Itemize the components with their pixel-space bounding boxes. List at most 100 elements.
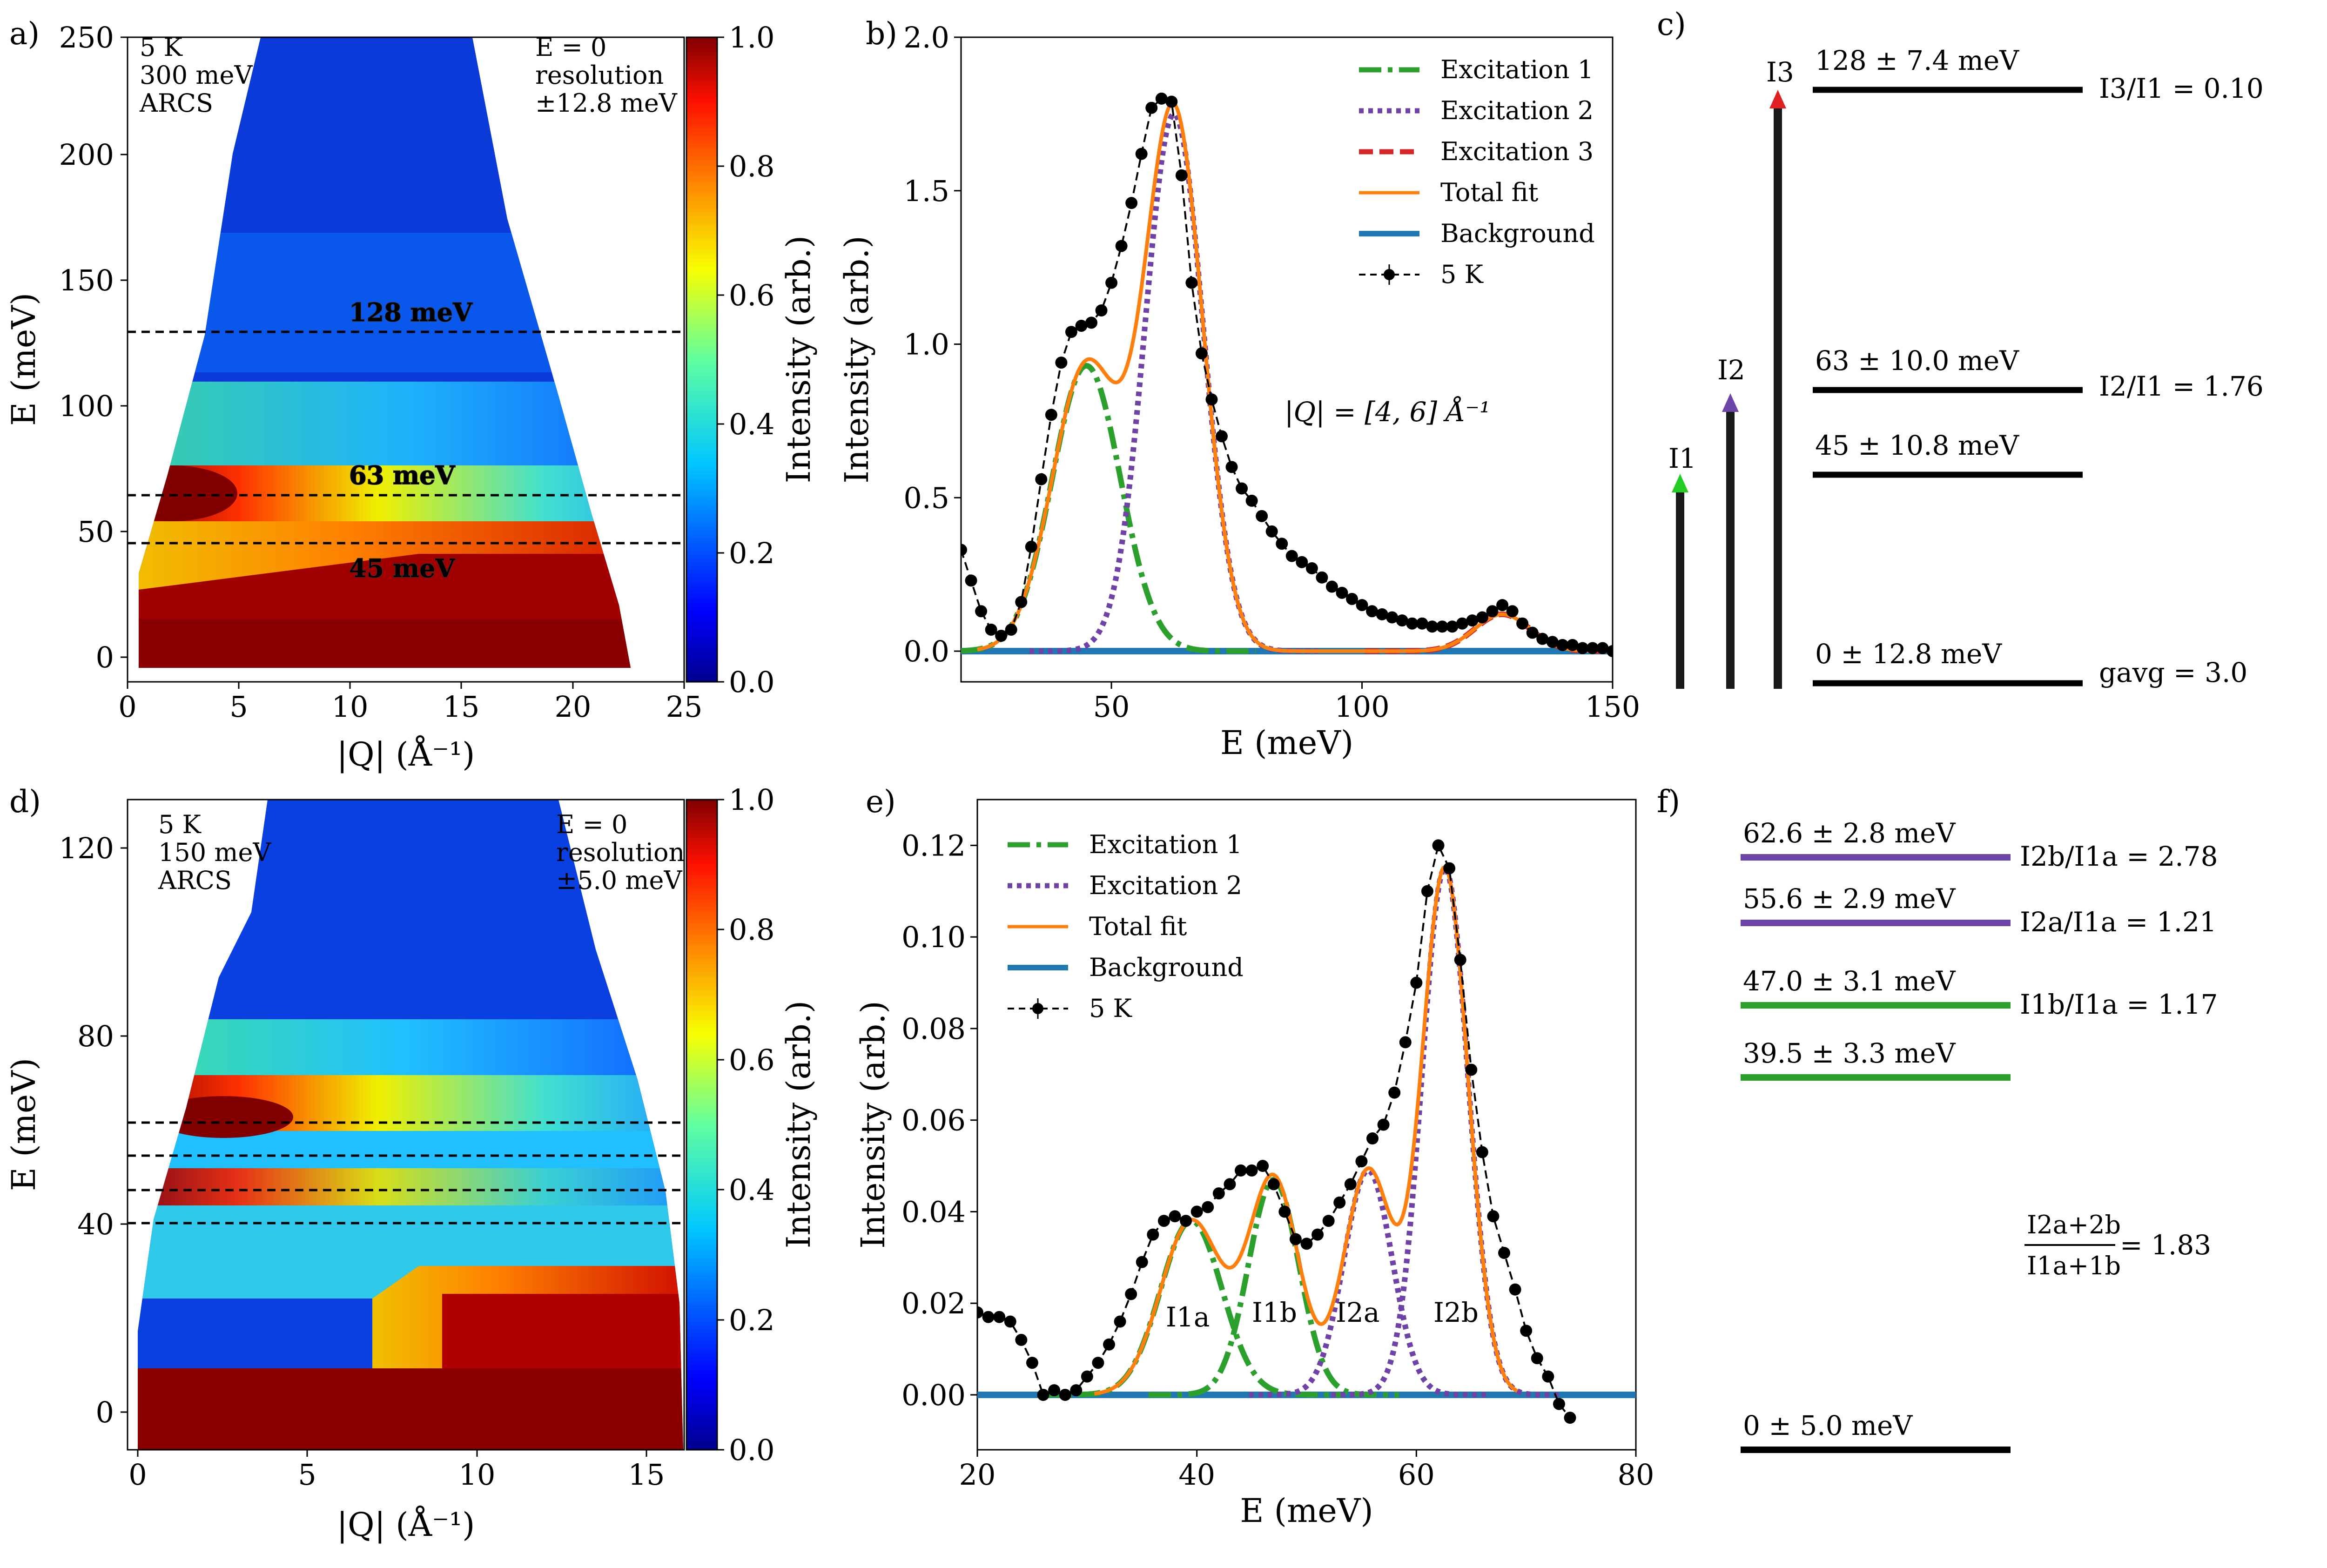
a-ytick: 0: [96, 640, 114, 674]
f-level-label-39.5: 39.5 ± 3.3 meV: [1743, 1037, 1956, 1069]
plot-b-data-point: [1496, 599, 1509, 612]
plot-e-data-point: [1355, 1155, 1368, 1168]
plot-b-data-point: [1607, 645, 1613, 658]
arrow-label-I3: I3: [1766, 56, 1794, 88]
plot-b-data-point: [1245, 494, 1258, 507]
plot-b-data-point: [1486, 605, 1499, 618]
d-cbar-tick: 0.4: [729, 1173, 775, 1207]
e-peak-label-I2b: I2b: [1433, 1297, 1479, 1328]
plot-e-excitation-1-curve: [1148, 1177, 1399, 1398]
d-xtick: 15: [628, 1458, 665, 1492]
plot-e-data-point: [1048, 1384, 1061, 1397]
panel-f-letter: f): [1657, 784, 1680, 820]
f-fraction-denominator: I1a+1b: [2027, 1251, 2121, 1280]
a-cbar-tick: 1.0: [729, 20, 775, 54]
d-cbar-tick: 0.2: [729, 1303, 775, 1337]
a-xtick: 20: [555, 690, 592, 724]
plot-e-data-point: [1498, 1246, 1510, 1259]
a-cbar-label: Intensity (arb.): [780, 236, 818, 484]
plot-e-data-point: [1037, 1388, 1049, 1401]
plot-e-data-point: [1136, 1256, 1148, 1268]
plot-b-data-point: [975, 605, 988, 618]
panel-e: e) I1a I1b I2a I2b 20 40 60 80 0.00 0.02 0.04 0…: [854, 784, 1654, 1530]
a-xtick: 10: [332, 690, 369, 724]
plot-b-xtick-label: 150: [1585, 690, 1640, 724]
plot-b-xtick-label: 100: [1334, 690, 1389, 724]
plot-b-legend-label: 5 K: [1440, 260, 1484, 289]
panel-c: c) I1 I2 I3 128 ± 7.4 meV 63 ± 10.0 meV …: [1657, 7, 2264, 689]
plot-e-data-point: [1212, 1187, 1225, 1200]
plot-e-data-point: [1267, 1178, 1280, 1191]
d-cbar-tick: 0.6: [729, 1043, 775, 1077]
plot-e-data-point: [993, 1311, 1006, 1323]
plot-b-data-point: [1205, 393, 1218, 406]
plot-e-legend-label: Background: [1089, 953, 1244, 982]
plot-b-ytick-label: 0.5: [903, 481, 949, 515]
plot-b-ytick-label: 1.0: [903, 328, 949, 362]
plot-b-data-point: [1546, 636, 1559, 648]
plot-b-data-point: [1336, 586, 1348, 599]
d-ytick: 120: [59, 831, 114, 865]
plot-b-data-point: [1005, 623, 1017, 636]
plot-b-data-point: [1396, 614, 1408, 627]
plot-e-data-point: [1388, 1086, 1401, 1099]
a-ytick: 50: [77, 515, 114, 549]
level-label-45: 45 ± 10.8 meV: [1815, 430, 2019, 461]
plot-e-data-point: [1487, 1210, 1500, 1223]
e-peak-label-I2a: I2a: [1336, 1297, 1379, 1328]
f-level-label-0: 0 ± 5.0 meV: [1743, 1410, 1913, 1441]
label-45meV: 45 meV: [349, 553, 455, 583]
plot-b-data-point: [1285, 550, 1298, 562]
plot-b-data-point: [1256, 510, 1268, 522]
plot-e-data-point: [1180, 1215, 1192, 1227]
plot-e-data-point: [1190, 1205, 1203, 1218]
plot-b-data-point: [1466, 614, 1479, 627]
plot-e-data-point: [1278, 1205, 1291, 1218]
d-xtick: 5: [298, 1458, 316, 1492]
plot-b-data-point: [1366, 605, 1379, 618]
plot-b-data-point: [1596, 642, 1609, 654]
plot-b-data-point: [1236, 482, 1248, 495]
a-ylabel: E (meV): [5, 293, 43, 426]
b-q-annotation: |Q| = [4, 6] Å⁻¹: [1285, 396, 1490, 428]
plot-b-data-point: [995, 630, 1008, 642]
a-info-2: 300 meV: [140, 61, 253, 90]
plot-e-data-point: [1333, 1196, 1346, 1209]
panel-d-letter: d): [9, 784, 41, 820]
a-cbar-tick: 0.2: [729, 536, 775, 570]
panel-a-dashed-lines: [128, 330, 684, 545]
ratio-I3-I1: I3/I1 = 0.10: [2099, 73, 2264, 104]
d-info-r3: ±5.0 meV: [556, 866, 682, 895]
f-level-label-62.6: 62.6 ± 2.8 meV: [1743, 817, 1956, 849]
plot-b-axes-frame: [960, 36, 1614, 683]
plot-e-data-point: [1070, 1384, 1083, 1397]
plot-e-data-point: [1224, 1178, 1236, 1191]
d-info-2: 150 meV: [158, 838, 271, 867]
a-xtick: 5: [229, 690, 248, 724]
plot-b-data-point: [1586, 642, 1599, 654]
plot-e-data-point: [1081, 1370, 1093, 1383]
d-xtick: 10: [459, 1458, 496, 1492]
a-xtick: 15: [443, 690, 480, 724]
plot-b-data-point: [1536, 633, 1549, 645]
plot-e-data-point: [1311, 1228, 1324, 1241]
plot-e-ytick-label: 0.10: [901, 920, 966, 954]
plot-e-data-point: [1553, 1398, 1565, 1410]
plot-b-plot-area: [961, 92, 1613, 658]
d-ytick: 0: [96, 1395, 114, 1429]
plot-b-data-point: [1216, 430, 1228, 443]
plot-b-data-point: [1566, 639, 1579, 651]
a-xlabel: |Q| (Å⁻¹): [337, 735, 475, 774]
d-xlabel: |Q| (Å⁻¹): [337, 1506, 475, 1544]
plot-e-data-point: [1531, 1352, 1543, 1365]
plot-b-data-point: [1316, 571, 1328, 584]
plot-b-data-point: [1035, 473, 1048, 485]
ratio-I2-I1: I2/I1 = 1.76: [2099, 370, 2264, 402]
plot-e-legend-label: Excitation 1: [1089, 830, 1242, 859]
a-ytick: 200: [59, 138, 114, 172]
d-cbar-tick: 0.0: [729, 1433, 775, 1467]
plot-e-data-point: [1300, 1238, 1313, 1250]
plot-e-legend: Excitation 1 Excitation 2 Total fit Backgro…: [1008, 830, 1244, 1023]
panel-a-letter: a): [9, 16, 40, 52]
